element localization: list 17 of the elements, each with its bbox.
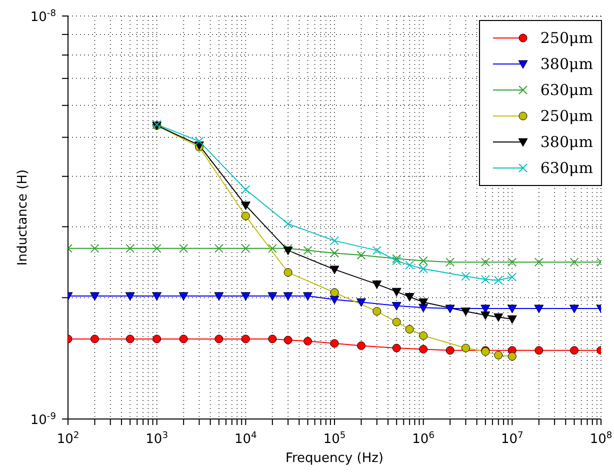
x-tick-label: 10$^{5}$ xyxy=(323,431,346,447)
legend-label: 380μm xyxy=(540,55,593,73)
legend-label: 630μm xyxy=(540,159,593,177)
y-tick-label: 10$^{-8}$ xyxy=(30,9,56,25)
y-axis-title: Inductance (H) xyxy=(16,169,31,266)
x-tick-label: 10$^{6}$ xyxy=(412,431,435,447)
x-axis-title: Frequency (Hz) xyxy=(285,451,384,466)
x-tick-label: 10$^{4}$ xyxy=(234,431,258,447)
x-tick-label: 10$^{2}$ xyxy=(56,431,80,447)
legend-label: 250μm xyxy=(540,107,593,125)
legend-label: 250μm xyxy=(540,29,593,47)
x-tick-label: 10$^{8}$ xyxy=(590,431,612,447)
x-tick-label: 10$^{3}$ xyxy=(146,431,168,447)
legend-label: 630μm xyxy=(540,81,593,99)
legend-label: 380μm xyxy=(540,133,593,151)
x-tick-label: 10$^{7}$ xyxy=(500,431,524,447)
y-tick-label: 10$^{-9}$ xyxy=(30,412,56,428)
